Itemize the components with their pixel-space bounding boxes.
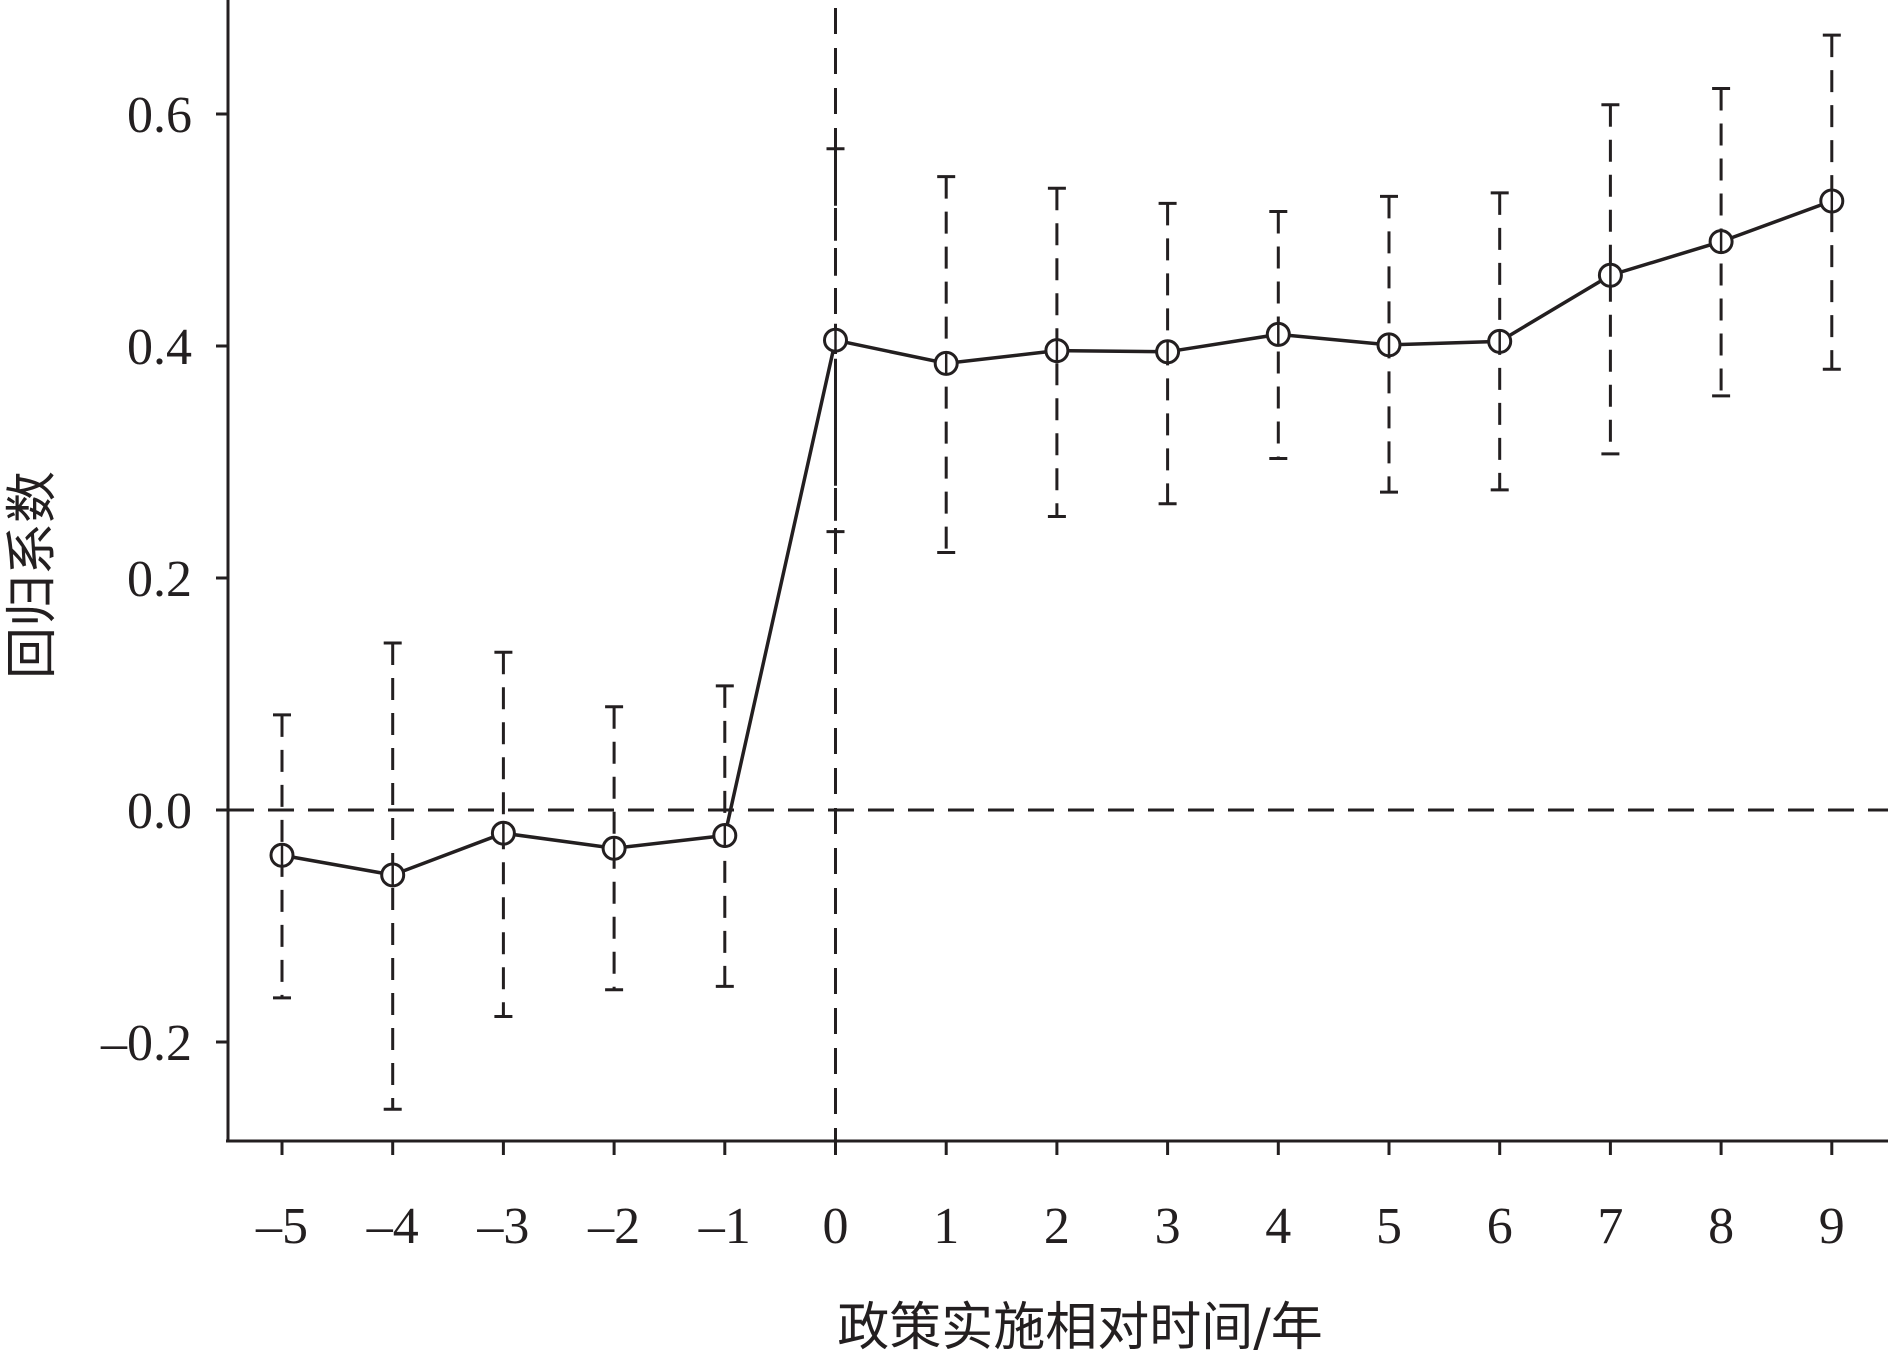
y-tick-label: 0.6 (127, 87, 192, 144)
y-tick-label: –0.2 (100, 1015, 192, 1072)
x-tick-label: 0 (823, 1198, 849, 1255)
x-tick-label: 1 (933, 1198, 959, 1255)
y-axis-title: 回归系数 (3, 471, 63, 679)
confidence-intervals (273, 33, 1841, 1111)
x-tick-label: 3 (1155, 1198, 1181, 1255)
data-point (1044, 338, 1070, 364)
y-ticks: –0.2 0.0 0.2 0.4 0.6 (100, 87, 228, 1072)
data-point (712, 823, 738, 849)
data-point (490, 820, 516, 846)
data-point (1487, 328, 1513, 354)
x-tick-label: –5 (255, 1198, 308, 1255)
data-point (1597, 262, 1623, 288)
data-point (1819, 188, 1845, 214)
data-point (601, 835, 627, 861)
data-point (1708, 229, 1734, 255)
x-tick-label: 7 (1597, 1198, 1623, 1255)
x-tick-label: 4 (1265, 1198, 1291, 1255)
x-axis-title: 政策实施相对时间/年 (837, 1298, 1323, 1355)
data-point (1155, 339, 1181, 365)
x-tick-label: 8 (1708, 1198, 1734, 1255)
x-ticks: –5 –4 –3 –2 –1 0 1 2 3 4 5 6 7 8 9 (255, 1141, 1845, 1255)
data-point (1376, 332, 1402, 358)
data-point (823, 327, 848, 353)
x-tick-label: –3 (476, 1198, 529, 1255)
x-tick-label: –1 (698, 1198, 751, 1255)
x-tick-label: 2 (1044, 1198, 1070, 1255)
data-point (269, 842, 295, 868)
reference-lines (228, 8, 1888, 1141)
x-tick-label: –4 (366, 1198, 419, 1255)
x-tick-label: –2 (587, 1198, 640, 1255)
axes (226, 0, 1888, 1143)
x-tick-label: 9 (1819, 1198, 1845, 1255)
point-markers (269, 188, 1845, 888)
data-point (380, 862, 406, 888)
y-tick-label: 0.2 (127, 551, 192, 608)
y-tick-label: 0.4 (127, 319, 192, 376)
y-tick-label: 0.0 (127, 783, 192, 840)
data-point (1265, 321, 1291, 347)
x-tick-label: 5 (1376, 1198, 1402, 1255)
data-point (933, 350, 959, 376)
x-tick-label: 6 (1487, 1198, 1513, 1255)
